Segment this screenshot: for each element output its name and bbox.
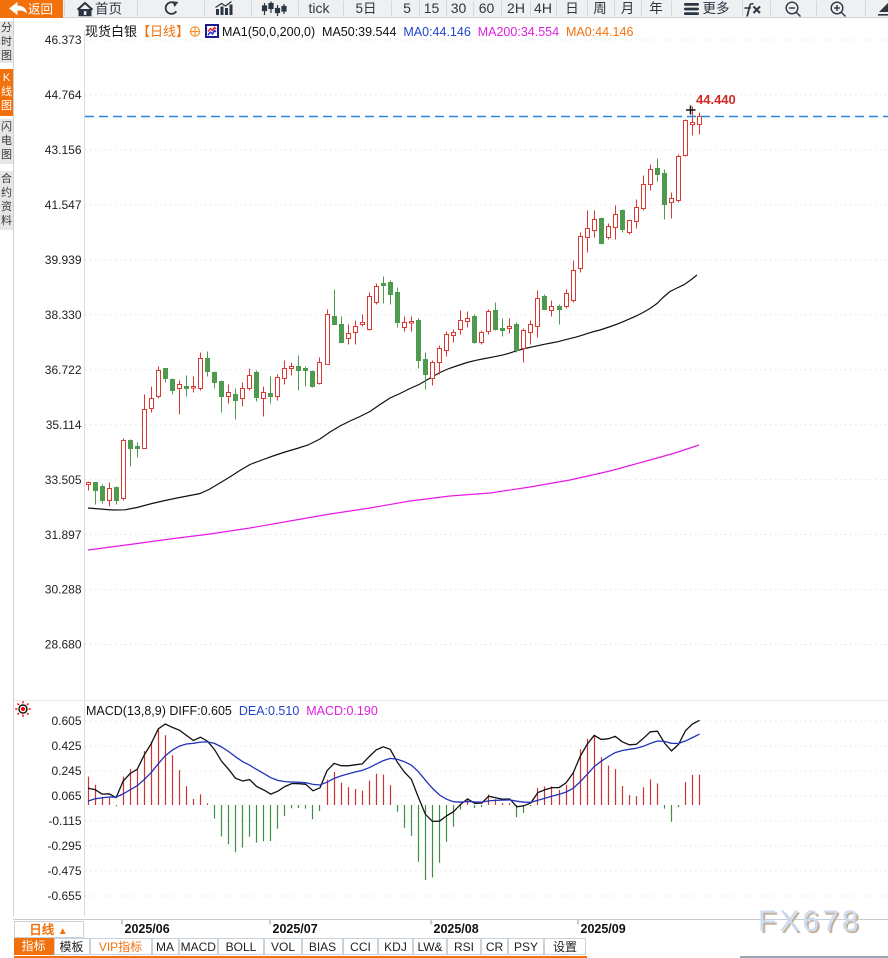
svg-text:0.425: 0.425	[51, 739, 81, 753]
svg-text:2025/09: 2025/09	[581, 922, 626, 936]
svg-text:-0.115: -0.115	[48, 814, 81, 828]
svg-text:30.288: 30.288	[45, 583, 82, 597]
svg-text:44.764: 44.764	[45, 88, 82, 102]
svg-text:-0.475: -0.475	[47, 864, 81, 878]
svg-text:39.939: 39.939	[45, 253, 82, 267]
svg-text:-0.655: -0.655	[47, 889, 81, 903]
svg-text:2025/07: 2025/07	[273, 922, 318, 936]
svg-text:2025/08: 2025/08	[434, 922, 479, 936]
svg-text:0.065: 0.065	[51, 789, 81, 803]
svg-text:28.680: 28.680	[45, 638, 82, 652]
svg-text:31.897: 31.897	[45, 528, 82, 542]
svg-text:0.245: 0.245	[51, 764, 81, 778]
svg-text:38.330: 38.330	[45, 308, 82, 322]
svg-text:FX678: FX678	[760, 907, 863, 940]
svg-text:36.722: 36.722	[45, 363, 82, 377]
svg-text:33.505: 33.505	[45, 473, 82, 487]
svg-text:41.547: 41.547	[45, 198, 82, 212]
svg-text:返回: 返回	[28, 3, 53, 17]
svg-text:-0.295: -0.295	[47, 839, 81, 853]
svg-text:0.605: 0.605	[51, 714, 81, 728]
svg-text:46.373: 46.373	[45, 33, 82, 47]
svg-text:FX678: FX678	[758, 905, 861, 938]
svg-text:2025/06: 2025/06	[125, 922, 170, 936]
svg-text:35.114: 35.114	[46, 418, 82, 432]
svg-text:44.440: 44.440	[696, 92, 736, 107]
svg-text:43.156: 43.156	[45, 143, 82, 157]
svg-text:首页: 首页	[95, 2, 122, 17]
